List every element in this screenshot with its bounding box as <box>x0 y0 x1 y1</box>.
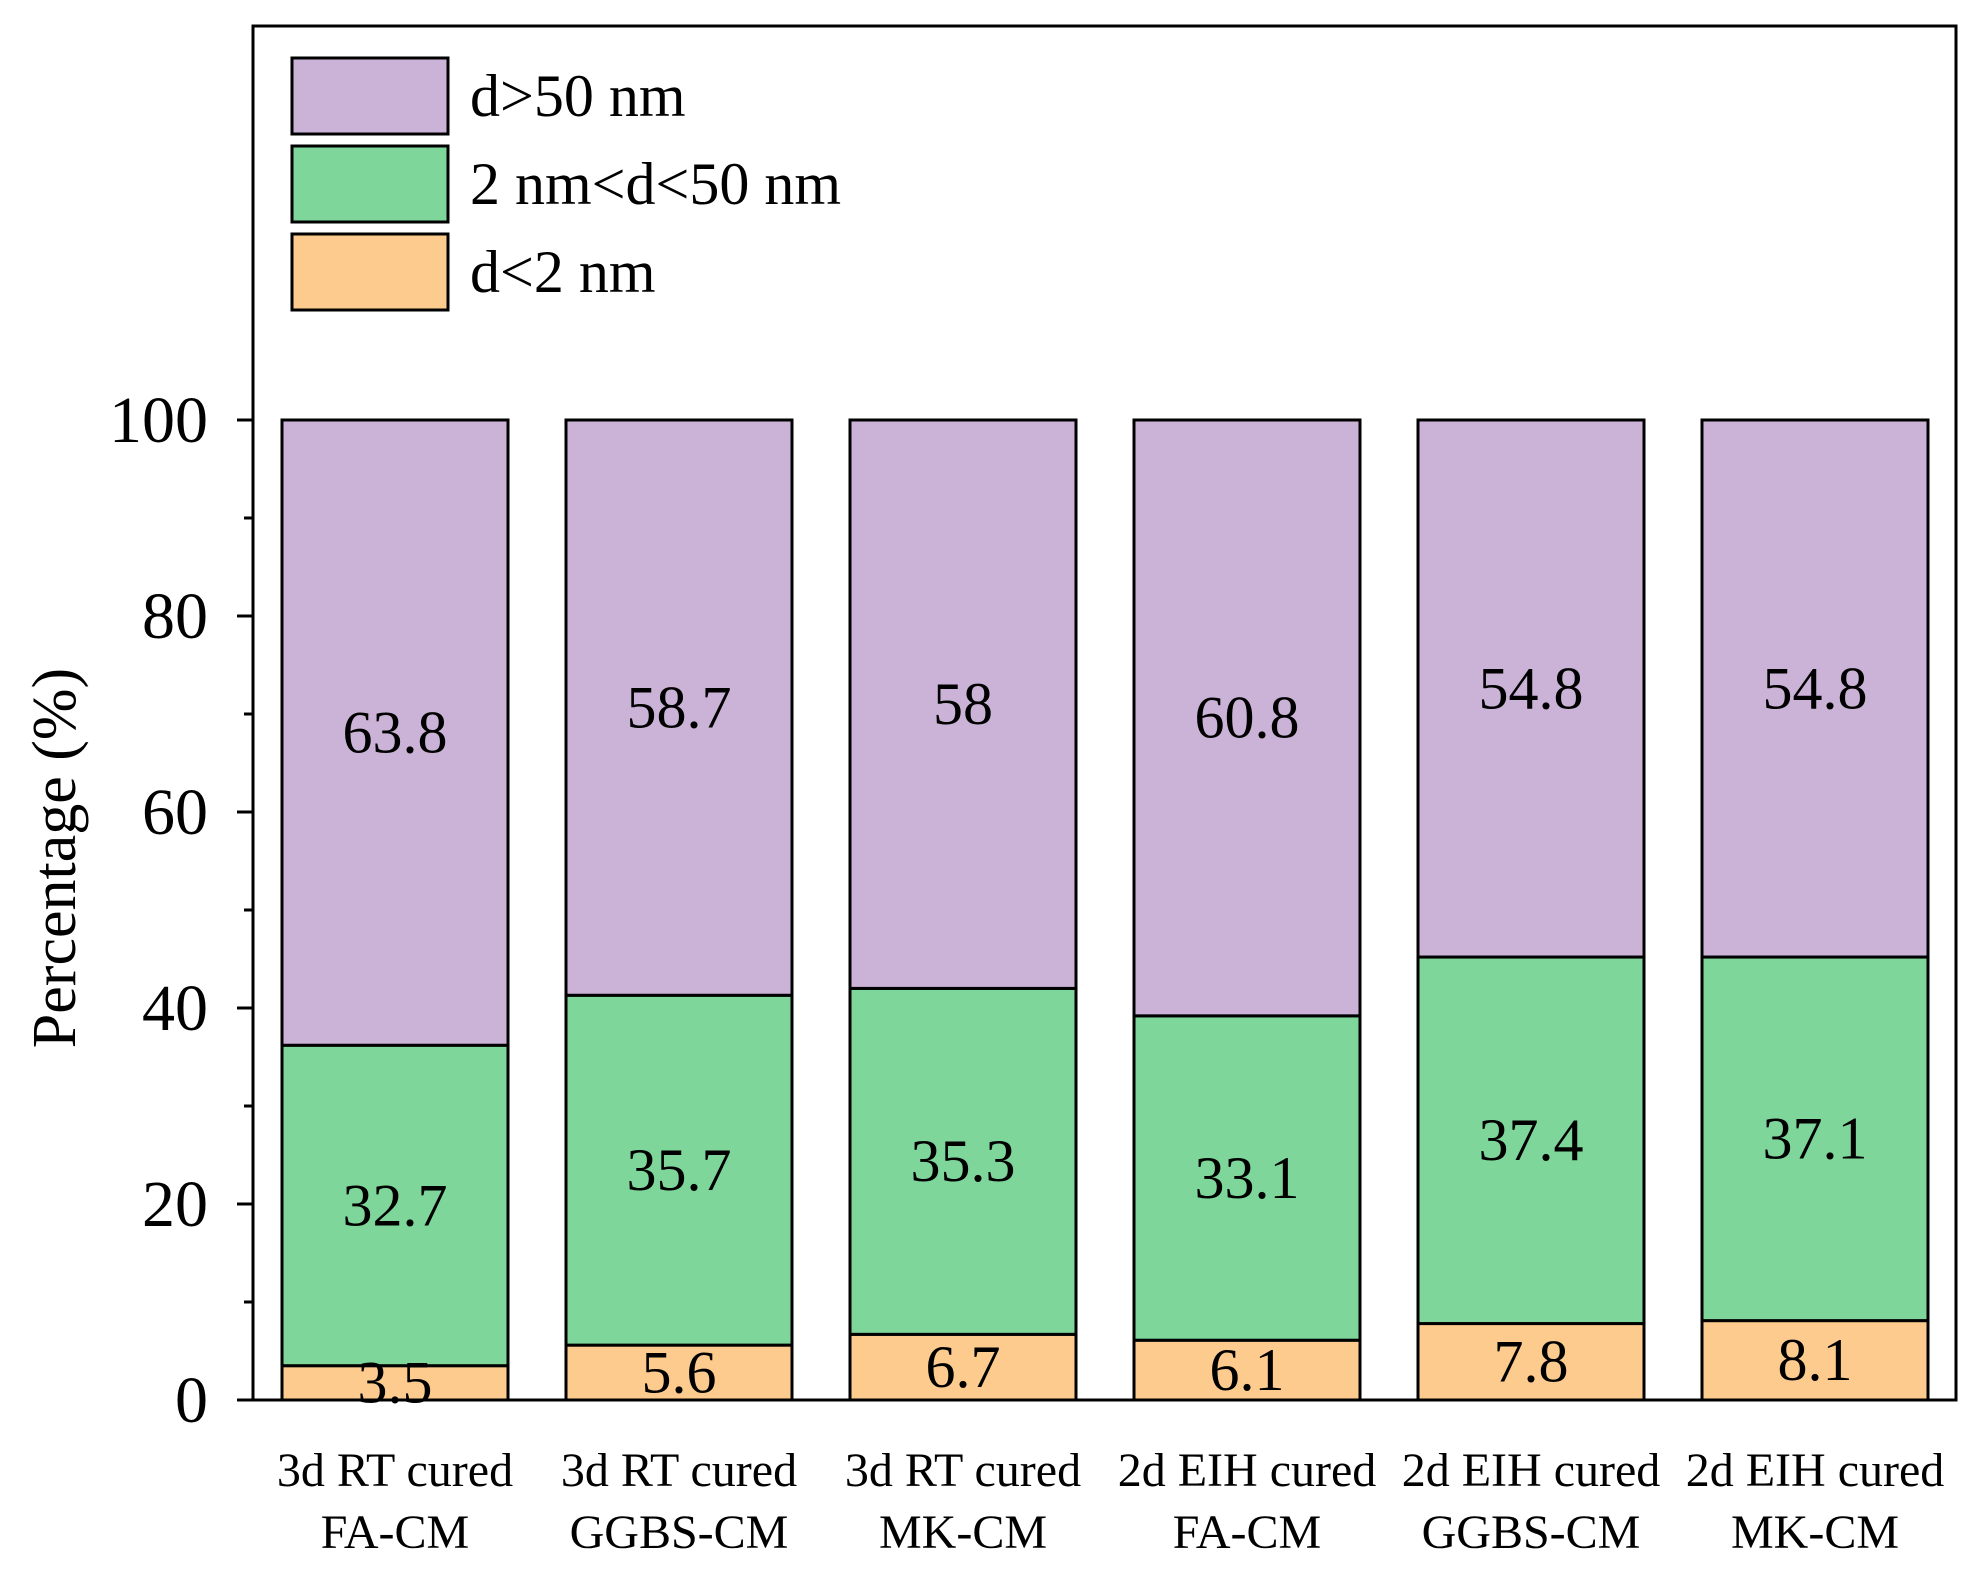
data-label-1-4: 37.4 <box>1479 1107 1584 1173</box>
x-tick-label: 3d RT cured <box>277 1444 513 1497</box>
bar-segment-0-1 <box>564 1343 794 1402</box>
bars-group <box>280 418 1930 1402</box>
data-label-0-5: 8.1 <box>1778 1327 1853 1393</box>
y-tick-label: 0 <box>175 1364 208 1437</box>
y-tick-label: 40 <box>142 972 208 1045</box>
y-tick-label: 20 <box>142 1168 208 1241</box>
x-tick-label: FA-CM <box>1173 1506 1321 1559</box>
x-tick-label: 3d RT cured <box>845 1444 1081 1497</box>
data-label-2-2: 58 <box>933 671 993 737</box>
data-label-0-4: 7.8 <box>1494 1329 1569 1395</box>
data-label-2-3: 60.8 <box>1195 685 1300 751</box>
x-tick-label: 2d EIH cured <box>1402 1444 1661 1497</box>
legend-swatch-2 <box>290 56 450 136</box>
x-tick-label: GGBS-CM <box>1422 1506 1641 1559</box>
bar-segment-1-0 <box>280 1043 510 1368</box>
x-tick-label: 2d EIH cured <box>1686 1444 1945 1497</box>
y-tick-label: 60 <box>142 776 208 849</box>
y-tick-label: 80 <box>142 580 208 653</box>
legend-label-0: d<2 nm <box>470 239 656 305</box>
bar-segment-1-2 <box>848 986 1078 1336</box>
data-label-2-0: 63.8 <box>343 699 448 765</box>
data-label-1-2: 35.3 <box>911 1128 1016 1194</box>
bar-segment-1-3 <box>1132 1014 1362 1342</box>
data-label-0-0: 3.5 <box>358 1350 433 1416</box>
x-tick-label: MK-CM <box>879 1506 1047 1559</box>
bar-segment-2-3 <box>1132 418 1362 1018</box>
bar-segment-2-4 <box>1416 418 1646 959</box>
legend-label-1: 2 nm<d<50 nm <box>470 151 841 217</box>
data-label-2-4: 54.8 <box>1479 655 1584 721</box>
data-label-1-1: 35.7 <box>627 1137 732 1203</box>
legend: d>50 nm 2 nm<d<50 nm d<2 nm <box>290 56 841 312</box>
y-axis-label: Percentage (%) <box>21 668 89 1048</box>
bar-segment-2-1 <box>564 418 794 997</box>
legend-label-2: d>50 nm <box>470 63 686 129</box>
y-tick-label: 100 <box>109 384 208 457</box>
x-tick-label: 3d RT cured <box>561 1444 797 1497</box>
x-tick-label: FA-CM <box>321 1506 469 1559</box>
data-label-1-5: 37.1 <box>1763 1106 1868 1172</box>
bar-segment-0-3 <box>1132 1338 1362 1402</box>
x-tick-label: GGBS-CM <box>570 1506 789 1559</box>
data-label-0-1: 5.6 <box>642 1339 717 1405</box>
bar-segment-2-2 <box>848 418 1078 990</box>
bar-segment-1-5 <box>1700 955 1930 1323</box>
data-label-0-3: 6.1 <box>1210 1337 1285 1403</box>
bar-segment-2-5 <box>1700 418 1930 959</box>
data-label-1-0: 32.7 <box>343 1172 448 1238</box>
data-label-2-1: 58.7 <box>627 674 732 740</box>
axes-group: 0 20 40 60 80 100 <box>109 24 1958 1437</box>
data-label-1-3: 33.1 <box>1195 1145 1300 1211</box>
legend-swatch-0 <box>290 232 450 312</box>
x-tick-labels: 3d RT cured FA-CM 3d RT cured GGBS-CM 3d RT … <box>277 1444 1944 1559</box>
legend-swatch-1 <box>290 144 450 224</box>
x-tick-label: MK-CM <box>1731 1506 1899 1559</box>
bar-segment-2-0 <box>280 418 510 1047</box>
bar-segment-1-1 <box>564 993 794 1347</box>
bar-labels-group: 3.5 32.7 63.8 5.6 35.7 58.7 6.7 35.3 58 6.1 33.1 60… <box>343 655 1868 1415</box>
data-label-2-5: 54.8 <box>1763 655 1868 721</box>
data-label-0-2: 6.7 <box>926 1334 1001 1400</box>
x-tick-label: 2d EIH cured <box>1118 1444 1377 1497</box>
bar-segment-0-5 <box>1700 1319 1930 1402</box>
